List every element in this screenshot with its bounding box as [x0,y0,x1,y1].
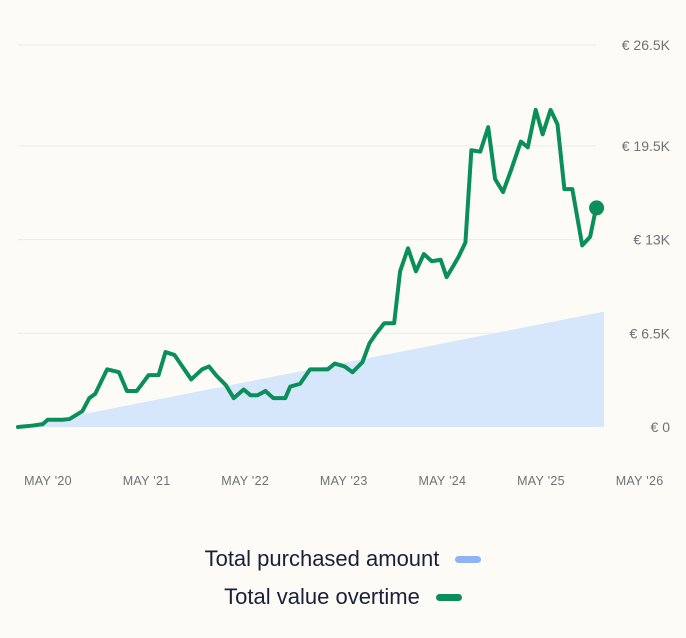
legend-swatch-value [435,593,462,601]
x-tick-label: MAY '22 [221,474,269,488]
x-tick-label: MAY '24 [418,474,466,488]
x-tick-label: MAY '23 [320,474,368,488]
value-overtime-line [16,107,599,429]
y-tick-label: € 19.5K [622,138,671,154]
legend-label-purchased: Total purchased amount [204,546,440,571]
x-tick-label: MAY '21 [123,474,171,488]
chart-area: € 26.5K € 19.5K € 13K € 6.5K € 0 MAY '20 MAY '… [16,37,671,488]
x-tick-label: MAY '20 [24,474,72,488]
chart-legend: Total purchased amount Total value overt… [0,540,686,616]
y-tick-label: € 6.5K [630,325,671,341]
legend-item-purchased: Total purchased amount [0,540,686,578]
y-tick-label: € 26.5K [622,37,671,53]
x-tick-label: MAY '25 [517,474,565,488]
y-tick-label: € 13K [633,232,670,248]
y-tick-label: € 0 [651,419,671,435]
legend-swatch-purchased [455,555,482,563]
x-tick-label: MAY '26 [616,474,664,488]
value-chart: € 26.5K € 19.5K € 13K € 6.5K € 0 MAY '20 MAY '… [16,37,671,488]
value-end-marker [589,200,605,216]
legend-item-value: Total value overtime [0,578,686,616]
legend-label-value: Total value overtime [224,584,420,609]
